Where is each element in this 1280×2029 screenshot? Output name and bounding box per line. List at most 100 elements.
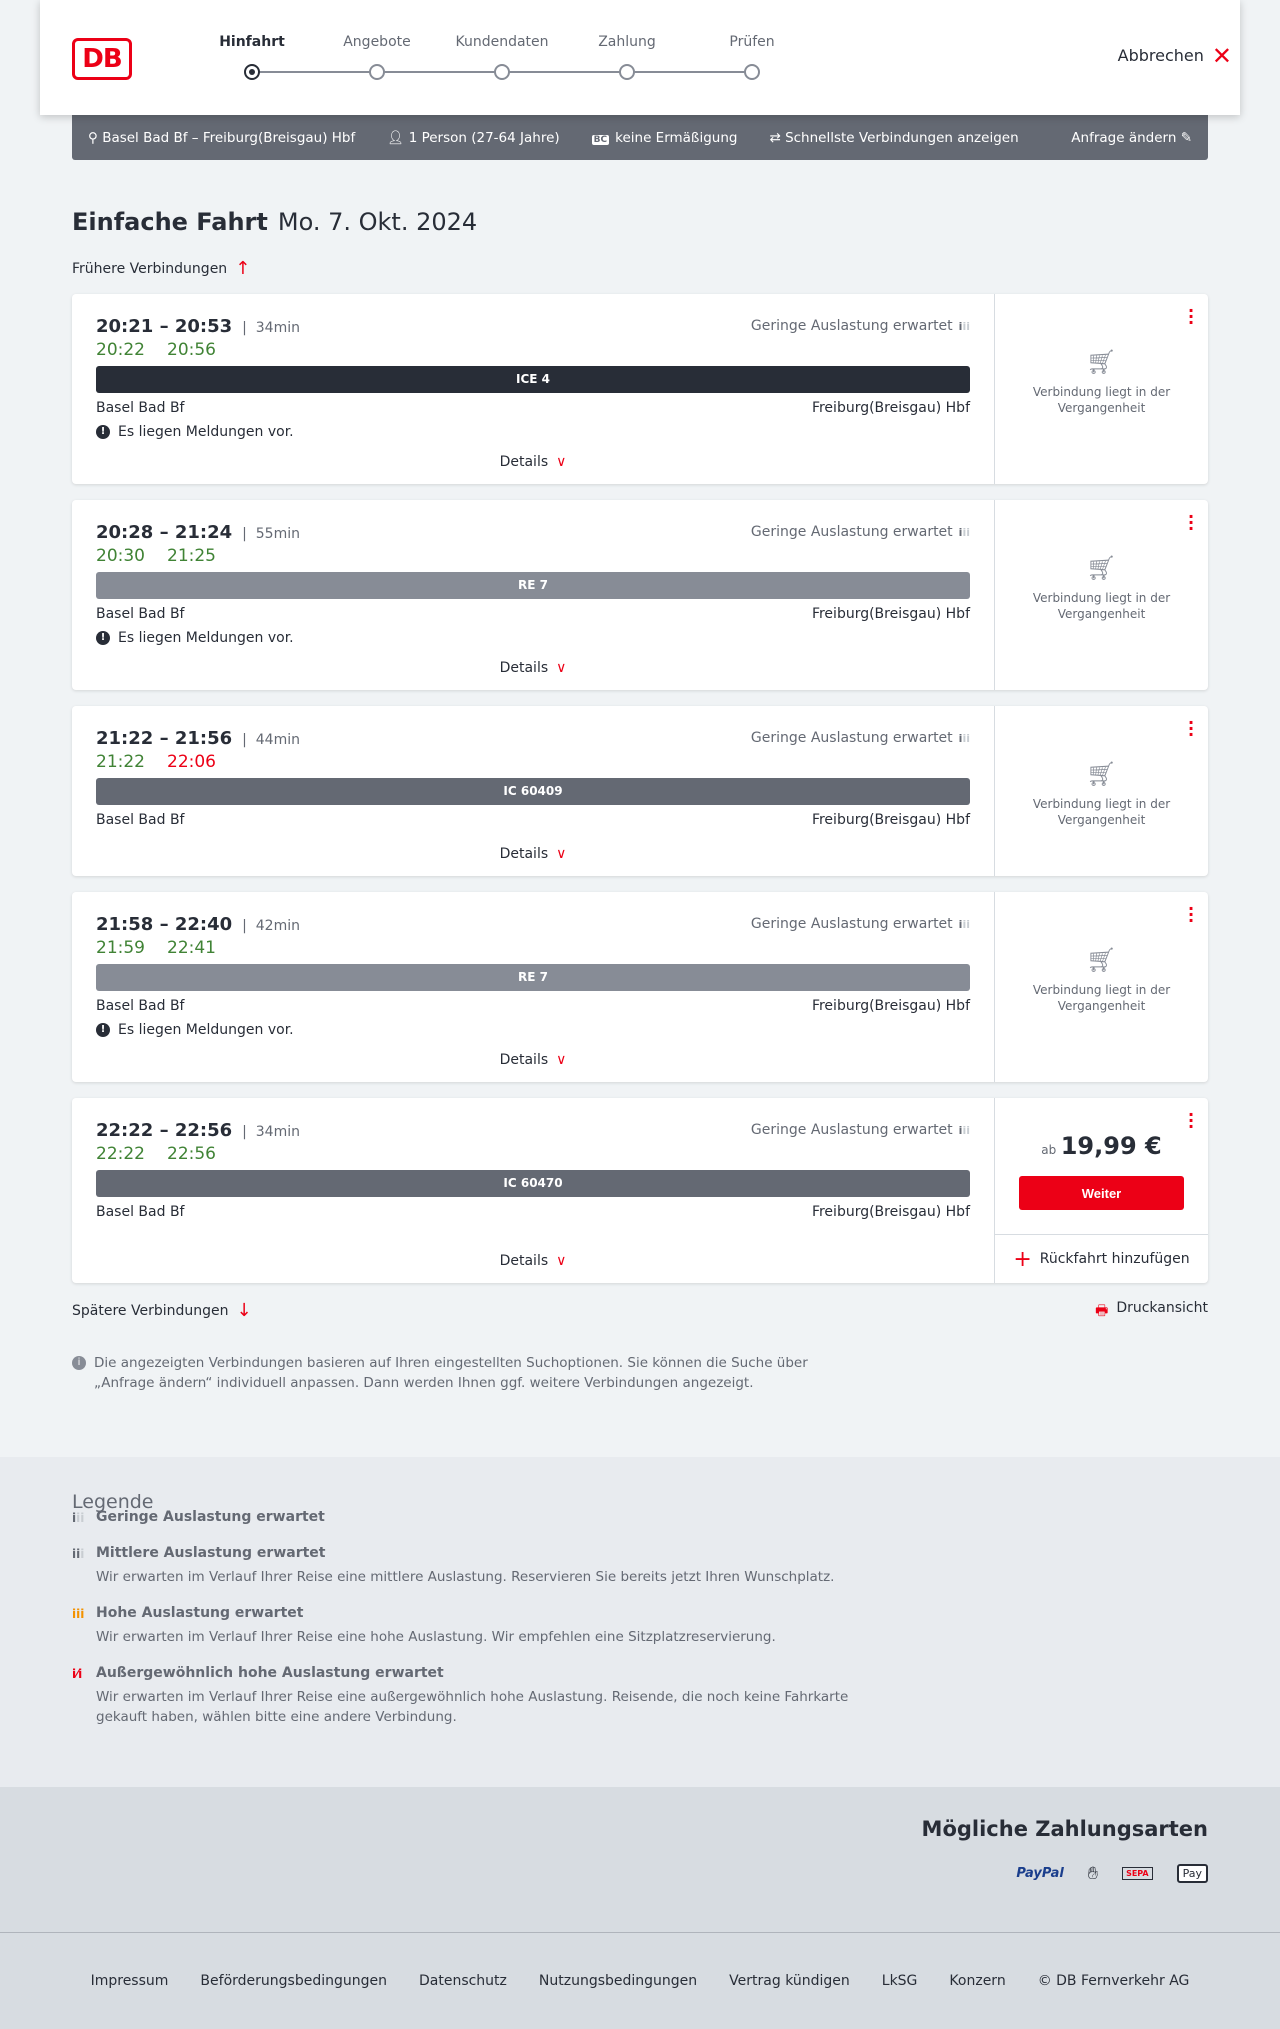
- duration: 44min: [255, 732, 300, 748]
- occupancy-info: Geringe Auslastung erwartet iii: [751, 730, 970, 746]
- train-bar[interactable]: ICE 4: [96, 366, 970, 393]
- footer: Impressum Beförderungsbedingungen Datensch…: [0, 1932, 1280, 2029]
- details-toggle[interactable]: Details ∨: [72, 846, 994, 862]
- destination-station: Freiburg(Breisgau) Hbf: [811, 400, 970, 416]
- realtime-arrival: 22:06: [167, 752, 216, 772]
- details-toggle[interactable]: Details ∨: [72, 660, 994, 676]
- footer-link[interactable]: Datenschutz: [418, 1973, 507, 1989]
- destination-station: Freiburg(Breisgau) Hbf: [811, 606, 970, 622]
- info-note: i Die angezeigten Verbindungen basieren a…: [72, 1353, 872, 1393]
- details-toggle[interactable]: Details ∨: [72, 454, 994, 470]
- realtime-departure: 21:22: [96, 752, 145, 772]
- realtime-departure: 20:22: [96, 340, 145, 360]
- printer-icon: 🖶︎: [1095, 1303, 1109, 1319]
- train-bar[interactable]: IC 60470: [96, 1170, 970, 1197]
- chevron-down-icon: ∨: [556, 846, 567, 862]
- footer-link[interactable]: Impressum: [90, 1973, 169, 1989]
- occupancy-info: Geringe Auslastung erwartet iii: [751, 524, 970, 540]
- later-connections-link[interactable]: Spätere Verbindungen ↓: [72, 1300, 252, 1321]
- planned-times: 20:28 – 21:24: [96, 522, 233, 543]
- origin-station: Basel Bad Bf: [96, 1204, 185, 1220]
- edit-request-button[interactable]: Anfrage ändern ✎: [1071, 130, 1192, 146]
- footer-link[interactable]: LkSG: [881, 1973, 918, 1989]
- continue-button[interactable]: Weiter: [1019, 1176, 1184, 1210]
- contactless-card-icon: ✋︎: [1087, 1863, 1099, 1884]
- occupancy-info: Geringe Auslastung erwartet iii: [751, 318, 970, 334]
- footer-link[interactable]: Beförderungsbedingungen: [200, 1973, 387, 1989]
- details-label: Details: [499, 1052, 549, 1068]
- edit-label: Anfrage ändern: [1071, 129, 1177, 146]
- connection-card: 21:22 – 21:56 | 44min 21:22 22:06 Geringe …: [72, 706, 1208, 876]
- destination-station: Freiburg(Breisgau) Hbf: [811, 998, 970, 1014]
- footer-link[interactable]: Nutzungsbedingungen: [538, 1973, 698, 1989]
- bahncard-icon: BC: [591, 134, 610, 145]
- step-3-dot: [619, 64, 635, 80]
- print-label: Druckansicht: [1116, 1300, 1208, 1316]
- step-0-label: Hinfahrt: [219, 34, 285, 50]
- occupancy-info: Geringe Auslastung erwartet iii: [751, 916, 970, 932]
- print-view-link[interactable]: 🖶︎ Druckansicht: [1095, 1300, 1208, 1324]
- connection-card: 20:28 – 21:24 | 55min 20:30 21:25 Geringe …: [72, 500, 1208, 690]
- search-summary-bar: ⚲ Basel Bad Bf – Freiburg(Breisgau) Hbf …: [72, 115, 1208, 160]
- origin-station: Basel Bad Bf: [96, 606, 185, 622]
- person-icon: 👤︎: [387, 129, 409, 146]
- origin-station: Basel Bad Bf: [96, 998, 185, 1014]
- realtime-departure: 21:59: [96, 938, 145, 958]
- travellers-text: 1 Person (27-64 Jahre): [408, 129, 560, 146]
- cart-unavailable-icon: 🛒︎: [1086, 946, 1117, 974]
- step-4-label: Prüfen: [729, 34, 775, 50]
- footer-link[interactable]: Vertrag kündigen: [729, 1973, 850, 1989]
- progress-stepper: Hinfahrt Angebote Kundendaten Zahlung Prüfen: [190, 34, 775, 94]
- location-pin-icon: ⚲: [88, 129, 103, 146]
- details-toggle[interactable]: Details ∨: [72, 1052, 994, 1068]
- occupancy-text: Geringe Auslastung erwartet: [750, 1122, 953, 1138]
- chevron-down-icon: ∨: [556, 660, 567, 676]
- cancel-button[interactable]: Abbrechen ✕: [1118, 44, 1232, 68]
- alert-icon: !: [96, 631, 110, 645]
- plus-icon: +: [1013, 1246, 1032, 1272]
- destination-station: Freiburg(Breisgau) Hbf: [811, 812, 970, 828]
- more-options-icon[interactable]: · · ·: [1188, 1105, 1195, 1136]
- alert-icon: !: [96, 425, 110, 439]
- info-note-text: Die angezeigten Verbindungen basieren au…: [94, 1355, 808, 1391]
- connection-card: 21:58 – 22:40 | 42min 21:59 22:41 Geringe …: [72, 892, 1208, 1082]
- more-options-icon[interactable]: · · ·: [1188, 507, 1195, 538]
- train-bar[interactable]: RE 7: [96, 964, 970, 991]
- train-bar[interactable]: IC 60409: [96, 778, 970, 805]
- legend-item: iii Geringe Auslastung erwartet: [72, 1509, 872, 1525]
- route-text: Basel Bad Bf – Freiburg(Breisgau) Hbf: [102, 129, 356, 146]
- fastest-info: ⇄ Schnellste Verbindungen anzeigen: [769, 130, 1018, 146]
- more-options-icon[interactable]: · · ·: [1188, 301, 1195, 332]
- add-return-label: Rückfahrt hinzufügen: [1039, 1251, 1190, 1267]
- legend-label: Außergewöhnlich hohe Auslastung erwartet: [96, 1665, 444, 1681]
- earlier-connections-link[interactable]: Frühere Verbindungen ↑: [72, 258, 250, 279]
- planned-times: 20:21 – 20:53: [96, 316, 233, 337]
- realtime-departure: 20:30: [96, 546, 145, 566]
- occupancy-text: Geringe Auslastung erwartet: [750, 524, 953, 540]
- db-logo[interactable]: DB: [72, 38, 132, 80]
- price: ab 19,99 €: [995, 1132, 1208, 1160]
- step-2-dot: [494, 64, 510, 80]
- legend-item: iii Hohe Auslastung erwartet Wir erwarten …: [72, 1605, 872, 1647]
- details-toggle[interactable]: Details ∨: [72, 1253, 994, 1269]
- alert-icon: !: [96, 1023, 110, 1037]
- train-bar[interactable]: RE 7: [96, 572, 970, 599]
- earlier-label: Frühere Verbindungen: [72, 260, 228, 277]
- price-value: 19,99 €: [1060, 1132, 1162, 1160]
- legend-item: iii Mittlere Auslastung erwartet Wir erwar…: [72, 1545, 872, 1587]
- occupancy-text: Geringe Auslastung erwartet: [750, 318, 953, 334]
- chevron-down-icon: ∨: [556, 1253, 567, 1269]
- legend-section: Legende iii Geringe Auslastung erwartet ii…: [0, 1457, 1280, 1787]
- destination-station: Freiburg(Breisgau) Hbf: [811, 1204, 970, 1220]
- more-options-icon[interactable]: · · ·: [1188, 713, 1195, 744]
- add-return-button[interactable]: + Rückfahrt hinzufügen: [995, 1234, 1208, 1283]
- more-options-icon[interactable]: · · ·: [1188, 899, 1195, 930]
- occupancy-low-icon: iii: [958, 525, 970, 539]
- payment-title: Mögliche Zahlungsarten: [921, 1817, 1208, 1841]
- status-text: Verbindung liegt in der Vergangenheit: [1032, 385, 1171, 415]
- apple-pay-text: Pay: [1182, 1867, 1202, 1880]
- legend-label: Mittlere Auslastung erwartet: [96, 1545, 326, 1561]
- details-label: Details: [499, 660, 549, 676]
- footer-link[interactable]: Konzern: [949, 1973, 1006, 1989]
- notice-text: Es liegen Meldungen vor.: [118, 424, 294, 440]
